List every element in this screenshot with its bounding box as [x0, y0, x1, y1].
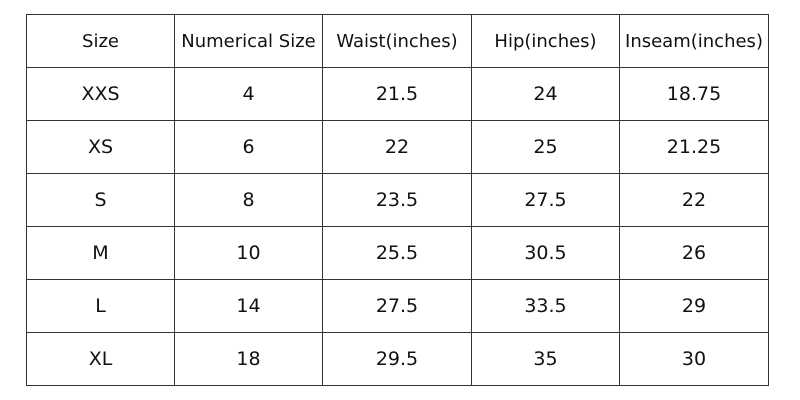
cell-hip: 25: [471, 120, 620, 174]
cell-size: XXS: [26, 67, 175, 121]
cell-numerical-size: 14: [174, 279, 323, 333]
cell-hip: 35: [471, 332, 620, 386]
header-size: Size: [26, 14, 175, 68]
cell-inseam: 26: [619, 226, 769, 280]
cell-hip: 24: [471, 67, 620, 121]
cell-size: S: [26, 173, 175, 227]
header-waist: Waist(inches): [322, 14, 472, 68]
cell-waist: 22: [322, 120, 472, 174]
cell-inseam: 18.75: [619, 67, 769, 121]
header-inseam: Inseam(inches): [619, 14, 769, 68]
cell-numerical-size: 18: [174, 332, 323, 386]
table-row: XS 6 22 25 21.25: [26, 120, 769, 174]
cell-hip: 30.5: [471, 226, 620, 280]
table-row: XXS 4 21.5 24 18.75: [26, 67, 769, 121]
size-chart-table: Size Numerical Size Waist(inches) Hip(in…: [26, 14, 769, 386]
cell-size: M: [26, 226, 175, 280]
cell-inseam: 22: [619, 173, 769, 227]
header-numerical-size: Numerical Size: [174, 14, 323, 68]
cell-hip: 27.5: [471, 173, 620, 227]
table-header: Size Numerical Size Waist(inches) Hip(in…: [26, 14, 769, 68]
table-row: S 8 23.5 27.5 22: [26, 173, 769, 227]
header-hip: Hip(inches): [471, 14, 620, 68]
header-row: Size Numerical Size Waist(inches) Hip(in…: [26, 14, 769, 68]
cell-inseam: 21.25: [619, 120, 769, 174]
cell-waist: 29.5: [322, 332, 472, 386]
table-body: XXS 4 21.5 24 18.75 XS 6 22 25 21.25 S 8…: [26, 67, 769, 386]
cell-waist: 25.5: [322, 226, 472, 280]
cell-size: L: [26, 279, 175, 333]
cell-waist: 23.5: [322, 173, 472, 227]
table-row: XL 18 29.5 35 30: [26, 332, 769, 386]
cell-inseam: 30: [619, 332, 769, 386]
cell-size: XS: [26, 120, 175, 174]
cell-inseam: 29: [619, 279, 769, 333]
cell-hip: 33.5: [471, 279, 620, 333]
cell-numerical-size: 4: [174, 67, 323, 121]
cell-size: XL: [26, 332, 175, 386]
cell-waist: 27.5: [322, 279, 472, 333]
cell-numerical-size: 8: [174, 173, 323, 227]
cell-numerical-size: 10: [174, 226, 323, 280]
cell-numerical-size: 6: [174, 120, 323, 174]
cell-waist: 21.5: [322, 67, 472, 121]
table-row: L 14 27.5 33.5 29: [26, 279, 769, 333]
table-row: M 10 25.5 30.5 26: [26, 226, 769, 280]
